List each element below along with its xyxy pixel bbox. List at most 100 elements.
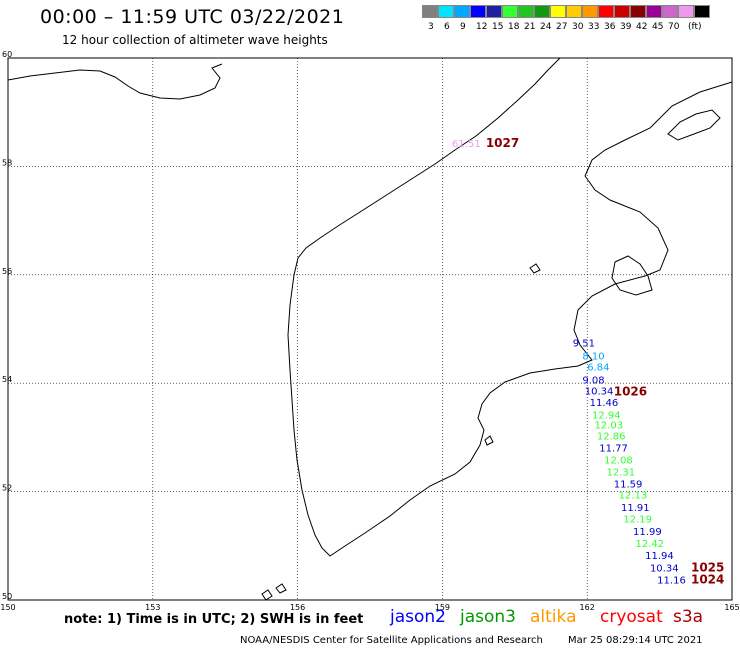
wave-height-value: 11.77 xyxy=(599,443,628,454)
satellite-label-s3a: s3a xyxy=(673,607,704,627)
map-title: 00:00 – 11:59 UTC 03/22/2021 xyxy=(40,6,345,28)
wave-height-value: 10.34 xyxy=(650,563,679,574)
kamchatka-coastline xyxy=(287,57,733,557)
legend-label-0: 3 xyxy=(428,22,434,32)
wave-height-legend-labels: 3 6 9 12 15 18 21 24 27 30 33 36 39 42 45 70 (ft) xyxy=(428,22,738,34)
lat-tick-label: 52 xyxy=(2,484,12,493)
legend-swatch-3 xyxy=(470,5,486,18)
lat-tick-label: 56 xyxy=(2,267,12,276)
map-subtitle: 12 hour collection of altimeter wave hei… xyxy=(62,33,328,47)
pressure-value: 1025 xyxy=(691,560,724,574)
east-cape-coastline xyxy=(611,255,653,296)
satellite-label-jason3: jason3 xyxy=(460,607,516,627)
lon-tick-label: 165 xyxy=(724,603,739,612)
lat-tick-label: 58 xyxy=(2,158,12,167)
coastline xyxy=(7,57,733,601)
wave-height-value: 11.94 xyxy=(645,551,674,562)
wave-height-value: 12.31 xyxy=(607,467,636,478)
wave-height-value: 11.59 xyxy=(614,479,643,490)
wave-height-value: 12.86 xyxy=(597,432,626,443)
wave-height-value: 10.34 xyxy=(585,387,614,398)
legend-swatch-16 xyxy=(678,5,694,18)
legend-label-12: 39 xyxy=(620,22,632,32)
legend-label-16: (ft) xyxy=(688,22,702,32)
pressure-value: 1024 xyxy=(691,573,724,587)
legend-swatch-0 xyxy=(422,5,438,18)
footer-timestamp: Mar 25 08:29:14 UTC 2021 xyxy=(568,635,703,646)
pressure-value: 1027 xyxy=(486,136,519,150)
kuril-islet-2 xyxy=(275,583,287,594)
legend-label-13: 42 xyxy=(636,22,648,32)
small-island-2 xyxy=(484,435,494,446)
legend-swatch-8 xyxy=(550,5,566,18)
legend-swatch-5 xyxy=(502,5,518,18)
legend-swatch-17 xyxy=(694,5,710,18)
legend-label-11: 36 xyxy=(604,22,616,32)
wave-height-value: 12.13 xyxy=(619,491,648,502)
wave-height-value: 61.51 xyxy=(452,139,481,150)
legend-swatch-10 xyxy=(582,5,598,18)
wave-height-value: 12.03 xyxy=(594,421,623,432)
legend-label-1: 6 xyxy=(444,22,450,32)
legend-label-15: 70 xyxy=(668,22,680,32)
pressure-value: 1026 xyxy=(614,385,647,399)
legend-swatch-4 xyxy=(486,5,502,18)
lat-tick-label: 50 xyxy=(2,592,12,601)
lat-tick-label: 54 xyxy=(2,375,12,384)
satellite-label-cryosat: cryosat xyxy=(600,607,663,627)
lon-tick-label: 150 xyxy=(0,603,15,612)
small-island-1 xyxy=(529,263,541,274)
wave-height-value: 11.91 xyxy=(621,503,650,514)
legend-swatch-11 xyxy=(598,5,614,18)
legend-label-7: 24 xyxy=(540,22,552,32)
lon-tick-label: 153 xyxy=(145,603,160,612)
legend-label-8: 27 xyxy=(556,22,568,32)
legend-label-4: 15 xyxy=(492,22,504,32)
wave-height-value: 11.16 xyxy=(657,576,686,587)
legend-swatch-15 xyxy=(662,5,678,18)
kuril-islet-1 xyxy=(261,589,273,601)
wave-height-value: 9.51 xyxy=(573,338,595,349)
wave-height-observations: 61.519.518.106.849.0810.3411.4612.9412.0… xyxy=(452,139,686,587)
wave-height-value: 12.94 xyxy=(592,410,621,421)
wave-height-value: 12.42 xyxy=(635,539,664,550)
footer: NOAA/NESDIS Center for Satellite Applica… xyxy=(240,635,703,646)
axis-tick-labels: 60 58 56 54 52 50 150 153 156 159 162 165 xyxy=(0,50,739,612)
wave-height-value: 11.99 xyxy=(633,527,662,538)
legend-label-5: 18 xyxy=(508,22,520,32)
lat-lon-grid xyxy=(7,57,733,601)
legend-label-2: 9 xyxy=(460,22,466,32)
wave-height-value: 8.10 xyxy=(582,351,604,362)
legend-swatch-13 xyxy=(630,5,646,18)
lon-tick-label: 156 xyxy=(290,603,305,612)
northwest-coastline xyxy=(7,63,223,100)
satellite-label-altika: altika xyxy=(530,607,577,627)
legend-swatch-9 xyxy=(566,5,582,18)
wave-height-value: 6.84 xyxy=(587,363,609,374)
legend-swatch-6 xyxy=(518,5,534,18)
legend-swatch-2 xyxy=(454,5,470,18)
legend-label-14: 45 xyxy=(652,22,664,32)
lon-tick-label: 159 xyxy=(435,603,450,612)
map-frame xyxy=(7,57,733,601)
wave-height-value: 11.46 xyxy=(590,398,619,409)
karaginsky-island xyxy=(667,109,721,141)
wave-height-value: 12.08 xyxy=(604,455,633,466)
footer-source: NOAA/NESDIS Center for Satellite Applica… xyxy=(240,635,543,646)
wave-height-value: 9.08 xyxy=(582,376,604,387)
legend-label-10: 33 xyxy=(588,22,600,32)
satellite-label-jason2: jason2 xyxy=(390,607,446,627)
legend-swatch-7 xyxy=(534,5,550,18)
lon-tick-label: 162 xyxy=(580,603,595,612)
legend-swatch-12 xyxy=(614,5,630,18)
wave-height-value: 12.19 xyxy=(623,514,652,525)
legend-swatch-14 xyxy=(646,5,662,18)
wave-height-color-legend xyxy=(422,5,710,18)
legend-label-6: 21 xyxy=(524,22,536,32)
legend-swatch-1 xyxy=(438,5,454,18)
legend-label-3: 12 xyxy=(476,22,488,32)
units-note: note: 1) Time is in UTC; 2) SWH is in fe… xyxy=(64,612,364,627)
legend-label-9: 30 xyxy=(572,22,584,32)
lat-tick-label: 60 xyxy=(2,50,12,59)
